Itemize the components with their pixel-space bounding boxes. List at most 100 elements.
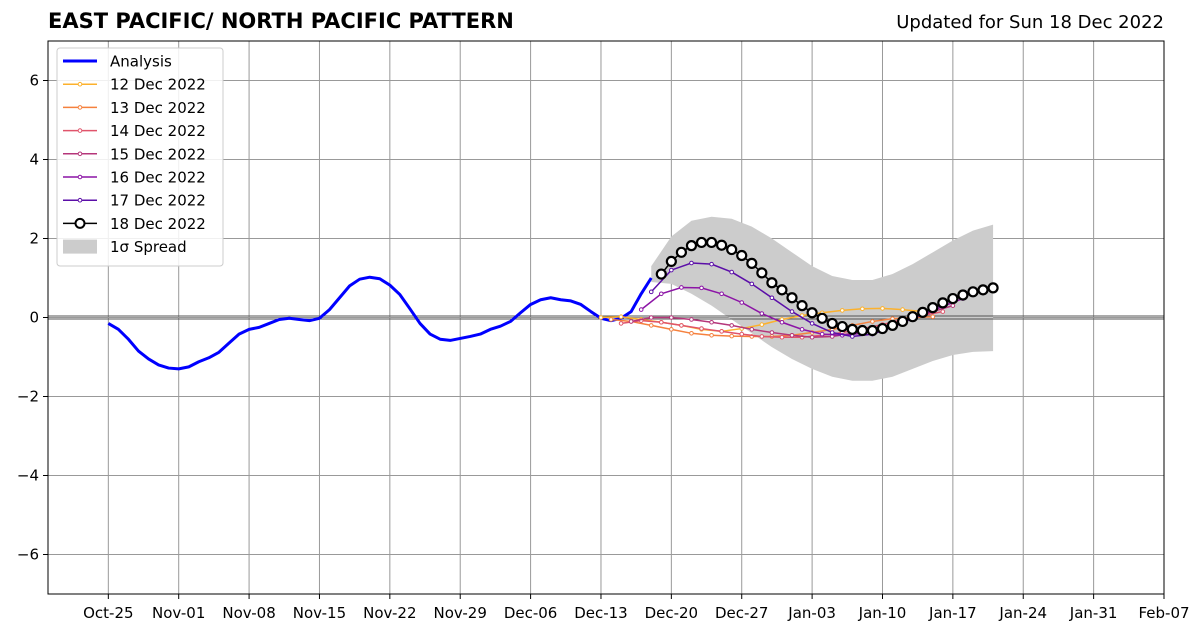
x-tick-label: Jan-31: [1069, 604, 1118, 622]
data-point: [675, 246, 688, 258]
data-point: [896, 315, 909, 328]
series-18-dec-2022: [655, 236, 999, 337]
data-point: [836, 320, 848, 333]
data-point: [689, 317, 694, 322]
data-point: [866, 324, 879, 337]
data-point: [957, 289, 969, 301]
legend-item: Analysis: [63, 53, 172, 71]
data-point: [769, 295, 775, 301]
data-point: [608, 317, 614, 322]
legend-item: 17 Dec 2022: [63, 192, 206, 210]
data-point: [950, 303, 956, 308]
data-point: [826, 317, 838, 330]
data-point: [967, 286, 979, 298]
data-point: [860, 306, 865, 312]
data-point: [695, 236, 708, 249]
legend-item: 15 Dec 2022: [63, 145, 206, 163]
data-point: [927, 302, 939, 314]
data-point: [648, 315, 654, 320]
data-point: [719, 291, 724, 297]
x-tick-label: Nov-01: [152, 604, 205, 622]
data-point: [776, 284, 788, 296]
x-tick-label: Jan-24: [998, 604, 1047, 622]
legend-label: Analysis: [110, 53, 172, 71]
legend-item: 12 Dec 2022: [63, 76, 206, 94]
data-point: [689, 260, 694, 266]
data-point: [739, 300, 745, 305]
legend-swatch: [63, 239, 97, 254]
legend-item: 1σ Spread: [63, 238, 187, 256]
series-analysis: [107, 275, 653, 371]
data-point: [669, 267, 674, 273]
data-point: [846, 323, 858, 335]
data-point: [880, 306, 885, 311]
data-point: [769, 330, 775, 335]
data-point: [689, 331, 694, 336]
data-point: [729, 333, 734, 339]
data-point: [628, 319, 634, 324]
data-point: [809, 334, 815, 340]
legend-label: 15 Dec 2022: [110, 145, 206, 163]
x-tick-label: Nov-15: [293, 604, 346, 622]
data-point: [819, 331, 825, 337]
data-point: [658, 319, 664, 325]
chart-updated-date: Updated for Sun 18 Dec 2022: [896, 12, 1164, 33]
data-point: [648, 289, 654, 295]
data-point: [809, 321, 815, 326]
data-point: [756, 267, 768, 279]
data-point: [679, 323, 684, 328]
x-tick-label: Jan-03: [787, 604, 836, 622]
data-point: [716, 239, 728, 251]
legend-label: 12 Dec 2022: [110, 76, 206, 94]
data-point: [729, 269, 734, 275]
data-point: [977, 284, 989, 296]
data-point: [937, 297, 949, 309]
data-point: [789, 332, 795, 338]
data-point: [719, 329, 724, 334]
data-point: [816, 312, 828, 324]
legend-label: 1σ Spread: [110, 238, 187, 256]
data-point: [799, 327, 805, 332]
data-point: [739, 331, 745, 337]
data-point: [709, 261, 714, 267]
legend-marker: [77, 105, 83, 110]
x-tick-label: Nov-08: [222, 604, 275, 622]
data-point: [759, 322, 765, 327]
legend-marker: [77, 81, 83, 87]
legend-label: 18 Dec 2022: [110, 215, 206, 233]
y-tick-label: −2: [17, 388, 39, 406]
data-point: [618, 321, 624, 326]
legend-marker: [77, 197, 83, 203]
data-point: [699, 285, 704, 291]
data-point: [870, 319, 875, 324]
data-point: [685, 240, 698, 252]
data-point: [729, 323, 734, 328]
data-point: [789, 309, 795, 314]
y-tick-label: −6: [17, 546, 39, 564]
data-point: [779, 334, 785, 340]
data-point: [796, 300, 808, 312]
x-tick-label: Dec-27: [715, 604, 769, 622]
data-point: [598, 315, 604, 320]
data-point: [766, 277, 778, 289]
x-tick-label: Nov-29: [434, 604, 487, 622]
data-point: [907, 311, 919, 323]
legend: Analysis 12 Dec 2022 13 Dec 2022 14 Dec 202…: [56, 47, 224, 267]
y-tick-label: 0: [29, 309, 39, 327]
x-tick-label: Dec-13: [574, 604, 628, 622]
data-point: [705, 236, 718, 249]
data-point: [876, 322, 889, 335]
data-point: [749, 327, 755, 332]
data-point: [786, 292, 798, 304]
data-point: [806, 307, 818, 319]
data-point: [655, 268, 667, 280]
y-tick-label: 6: [29, 72, 39, 90]
legend-item: 14 Dec 2022: [63, 122, 206, 140]
legend-box: [56, 47, 224, 267]
data-point: [779, 319, 785, 325]
data-point: [947, 292, 959, 305]
data-point: [699, 326, 704, 331]
legend-label: 16 Dec 2022: [110, 169, 206, 187]
legend-label: 13 Dec 2022: [110, 99, 206, 117]
x-tick-label: Oct-25: [83, 604, 133, 622]
